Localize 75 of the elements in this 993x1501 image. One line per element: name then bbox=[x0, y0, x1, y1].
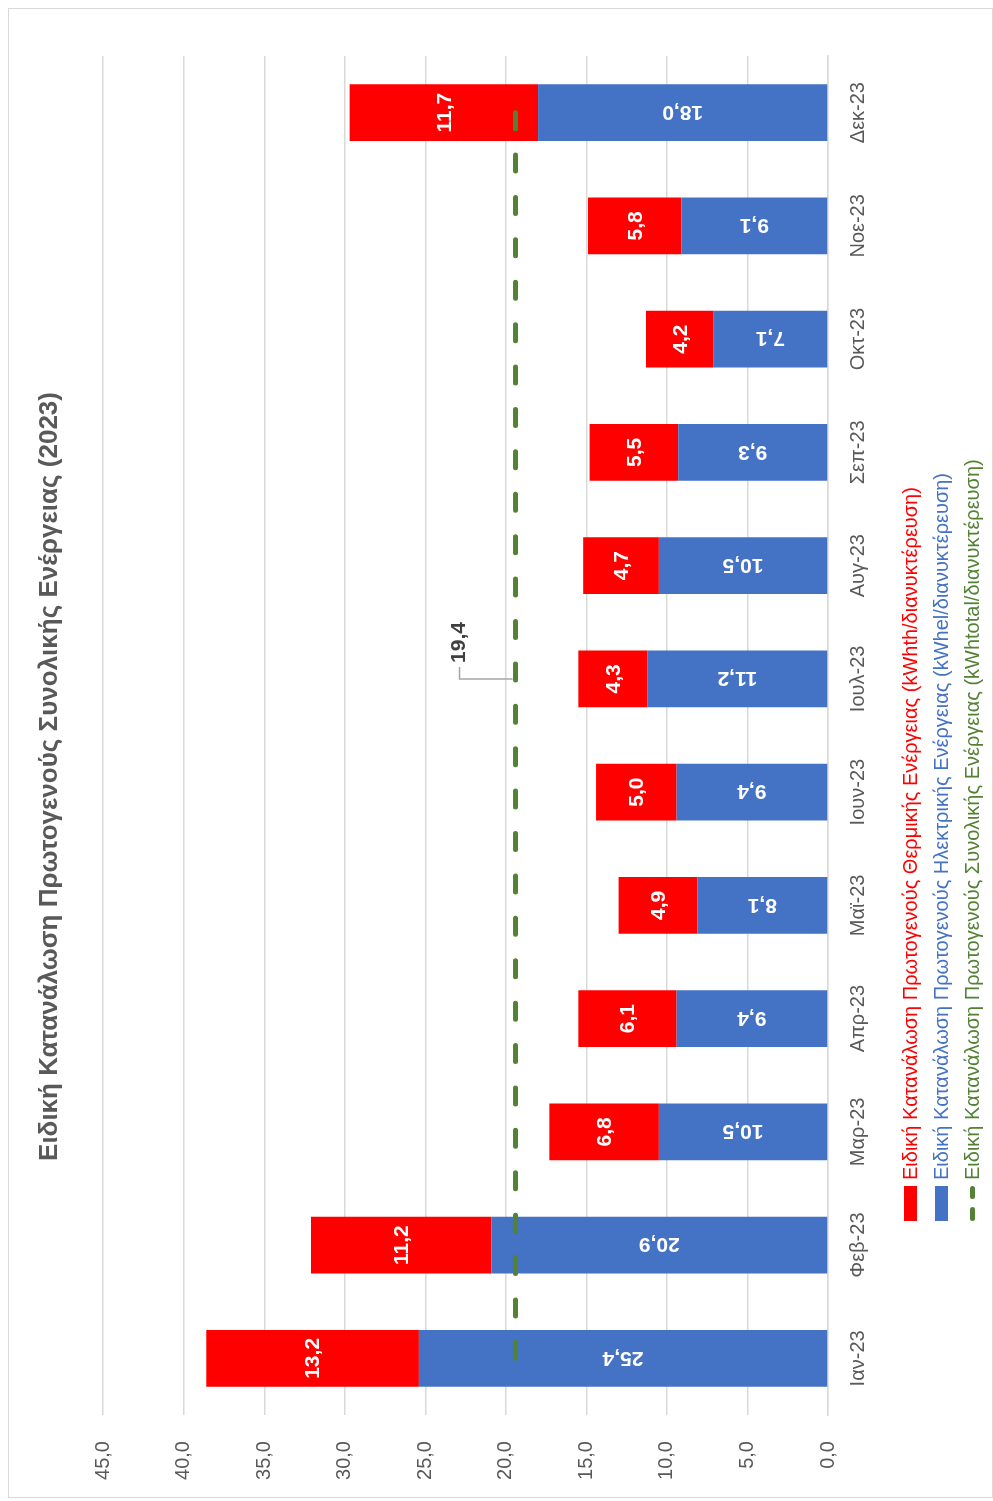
bar bbox=[549, 1103, 659, 1161]
x-tick-label: 45,0 bbox=[90, 1441, 113, 1480]
bar bbox=[310, 1216, 492, 1274]
text: Ειδική Κατανάλωση Πρωτογενούς Ηλεκτρικής Ενέργειας (kWhel/διανυκτέρευση) bbox=[930, 472, 953, 1180]
data-label: 5,8 bbox=[622, 210, 646, 241]
bar bbox=[681, 197, 828, 255]
x-tick-label: 35,0 bbox=[251, 1441, 274, 1480]
y-tick-label: Μαϊ-23 bbox=[845, 874, 868, 937]
data-label: 4,3 bbox=[600, 664, 624, 694]
bar bbox=[583, 537, 659, 594]
x-tick-label: 15,0 bbox=[573, 1441, 596, 1480]
data-label: 9,1 bbox=[739, 215, 769, 239]
x-tick-label: 25,0 bbox=[412, 1441, 435, 1480]
data-label: 4,9 bbox=[645, 890, 669, 920]
data-label: 11,2 bbox=[717, 668, 758, 692]
data-label: 10,5 bbox=[722, 554, 764, 578]
data-label: 7,1 bbox=[755, 328, 786, 352]
data-label: 19,4 bbox=[446, 621, 470, 663]
bar bbox=[578, 990, 677, 1047]
bar bbox=[658, 537, 828, 594]
bar bbox=[589, 424, 679, 481]
y-tick-label: Ιουν-23 bbox=[845, 758, 868, 826]
bar bbox=[678, 424, 828, 481]
y-tick-label: Σεπ-23 bbox=[845, 420, 868, 485]
data-label: 11,2 bbox=[388, 1225, 412, 1265]
data-label: 4,2 bbox=[667, 324, 691, 354]
y-tick-label: Αυγ-23 bbox=[845, 534, 868, 598]
bar bbox=[538, 84, 828, 141]
bar bbox=[491, 1216, 828, 1274]
y-tick-label: Απρ-23 bbox=[845, 984, 868, 1053]
x-tick-label: 10,0 bbox=[654, 1441, 677, 1480]
data-label: 9,4 bbox=[737, 781, 767, 805]
text: Ειδική Κατανάλωση Πρωτογενούς Συνολικής Ενέργειας (2023) bbox=[32, 392, 63, 1161]
data-label: 5,0 bbox=[624, 777, 648, 807]
y-tick-label: Φεβ-23 bbox=[845, 1212, 868, 1278]
bar bbox=[647, 650, 828, 708]
data-label: 5,5 bbox=[621, 437, 645, 467]
data-label: 20,9 bbox=[638, 1234, 680, 1258]
y-tick-label: Ιουλ-23 bbox=[845, 645, 868, 713]
bar bbox=[676, 990, 828, 1047]
bar bbox=[578, 650, 648, 708]
y-tick-label: Οκτ-23 bbox=[845, 307, 868, 371]
x-tick-label: 40,0 bbox=[171, 1441, 194, 1480]
data-label: 18,0 bbox=[662, 101, 704, 125]
bar bbox=[588, 197, 682, 255]
data-label: 9,4 bbox=[737, 1007, 767, 1031]
bar bbox=[618, 877, 698, 934]
bar bbox=[418, 1330, 828, 1387]
data-label: 11,7 bbox=[431, 92, 455, 133]
data-label: 10,5 bbox=[722, 1121, 764, 1145]
bar bbox=[349, 84, 539, 141]
y-tick-label: Ιαν-23 bbox=[845, 1330, 868, 1387]
x-tick-label: 20,0 bbox=[493, 1441, 516, 1480]
text: Ειδική Κατανάλωση Πρωτογενούς Συνολικής Ενέργειας (kWhtotal/διανυκτέρευση) bbox=[961, 459, 984, 1180]
data-label: 8,1 bbox=[747, 894, 777, 918]
y-tick-label: Μαρ-23 bbox=[845, 1097, 868, 1167]
bar bbox=[206, 1330, 419, 1387]
x-tick-label: 5,0 bbox=[734, 1441, 757, 1469]
data-label: 9,3 bbox=[738, 441, 768, 465]
data-label: 13,2 bbox=[300, 1337, 324, 1379]
bar bbox=[596, 763, 677, 821]
x-tick-label: 0,0 bbox=[815, 1441, 838, 1469]
bar bbox=[713, 310, 828, 368]
y-tick-label: Νοε-23 bbox=[845, 194, 868, 258]
bar bbox=[646, 310, 714, 368]
text: Ειδική Κατανάλωση Πρωτογενούς Θερμικής Ενέργειας (kWhth/διανυκτέρευση) bbox=[899, 487, 922, 1180]
x-tick-label: 30,0 bbox=[332, 1441, 355, 1480]
bar bbox=[697, 877, 828, 934]
y-tick-label: Δεκ-23 bbox=[845, 82, 868, 144]
bar bbox=[658, 1103, 828, 1161]
bar bbox=[676, 763, 828, 821]
data-label: 6,8 bbox=[591, 1116, 615, 1147]
data-label: 4,7 bbox=[608, 551, 632, 581]
data-label: 25,4 bbox=[602, 1347, 644, 1371]
data-label: 6,1 bbox=[615, 1003, 639, 1034]
